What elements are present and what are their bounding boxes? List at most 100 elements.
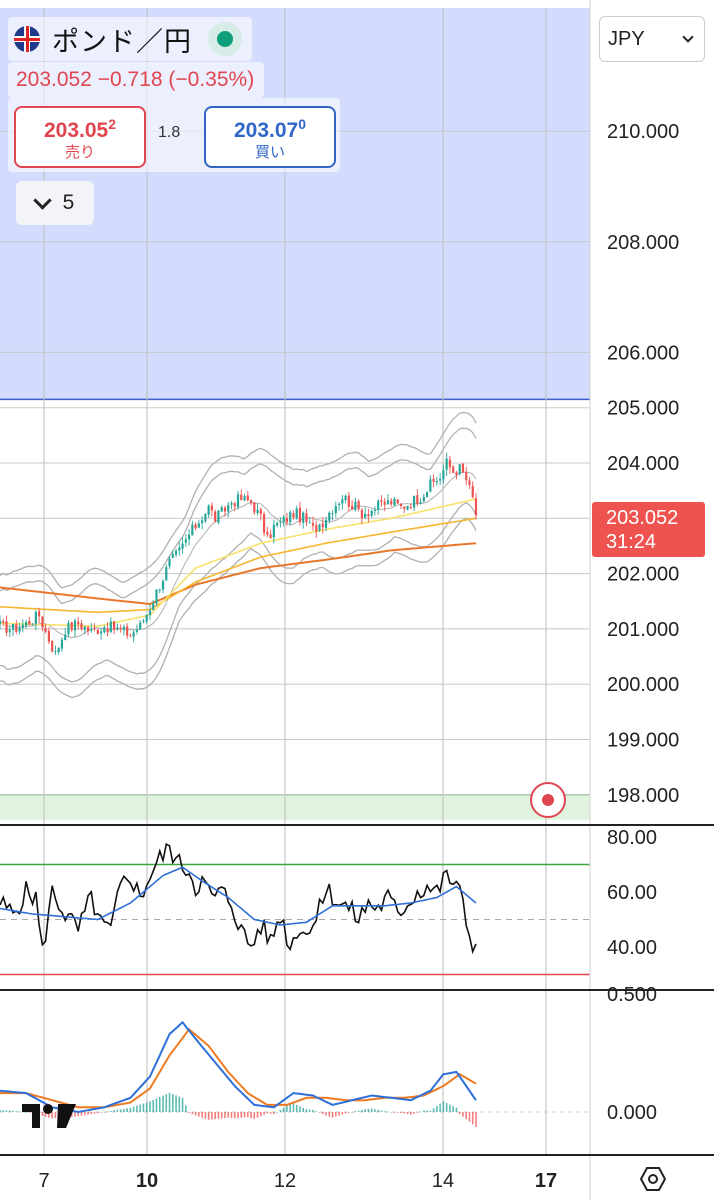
candle-body[interactable] — [298, 507, 302, 523]
candle-body[interactable] — [383, 501, 386, 505]
candle-body[interactable] — [174, 550, 178, 555]
candle-body[interactable] — [289, 512, 292, 523]
candle-body[interactable] — [334, 505, 337, 514]
candle-body[interactable] — [315, 525, 318, 532]
candle-body[interactable] — [51, 641, 54, 652]
candle-body[interactable] — [367, 514, 370, 517]
candle-body[interactable] — [373, 509, 377, 511]
candle-body[interactable] — [47, 630, 51, 642]
candle-body[interactable] — [165, 567, 168, 581]
candle-body[interactable] — [18, 627, 21, 632]
candle-body[interactable] — [409, 506, 412, 508]
candle-body[interactable] — [41, 616, 44, 628]
candle-body[interactable] — [64, 634, 67, 641]
candle-body[interactable] — [116, 627, 119, 629]
currency-select[interactable]: JPY — [599, 16, 705, 62]
candle-body[interactable] — [344, 496, 347, 501]
candle-body[interactable] — [90, 629, 93, 631]
candle-body[interactable] — [311, 523, 315, 526]
candle-body[interactable] — [279, 521, 282, 523]
candle-body[interactable] — [425, 491, 429, 498]
candle-body[interactable] — [168, 558, 171, 567]
candle-body[interactable] — [351, 505, 354, 510]
candle-body[interactable] — [419, 502, 422, 504]
indicator-toggle-button[interactable]: 5 — [16, 181, 94, 225]
candle-body[interactable] — [194, 524, 197, 529]
candle-body[interactable] — [181, 543, 184, 549]
candle-body[interactable] — [331, 513, 334, 515]
rsi-pane[interactable] — [0, 843, 590, 976]
candle-body[interactable] — [96, 630, 99, 634]
candle-body[interactable] — [272, 524, 275, 538]
candle-body[interactable] — [230, 503, 233, 505]
candle-body[interactable] — [396, 499, 399, 504]
candle-body[interactable] — [77, 621, 80, 625]
symbol-header[interactable]: ポンド／円 — [8, 17, 252, 61]
candle-body[interactable] — [386, 500, 390, 505]
candle-body[interactable] — [360, 509, 363, 519]
buy-button[interactable]: 203.070 買い — [204, 106, 336, 168]
tradingview-logo-icon[interactable] — [22, 1100, 80, 1130]
candle-body[interactable] — [474, 498, 478, 516]
candle-body[interactable] — [305, 513, 308, 523]
candle-body[interactable] — [38, 610, 41, 617]
candle-body[interactable] — [403, 506, 406, 509]
candle-body[interactable] — [227, 504, 230, 512]
candle-body[interactable] — [233, 503, 236, 507]
candle-body[interactable] — [109, 621, 112, 632]
candle-body[interactable] — [324, 519, 328, 528]
candle-body[interactable] — [191, 524, 194, 536]
candle-body[interactable] — [321, 523, 324, 528]
candle-body[interactable] — [377, 500, 380, 510]
candle-body[interactable] — [380, 500, 383, 502]
candle-body[interactable] — [197, 523, 200, 528]
candle-body[interactable] — [341, 499, 344, 504]
candle-body[interactable] — [262, 514, 266, 533]
candle-body[interactable] — [201, 520, 204, 524]
candle-body[interactable] — [461, 463, 465, 473]
candle-body[interactable] — [171, 553, 174, 558]
candle-body[interactable] — [86, 627, 90, 632]
candle-body[interactable] — [80, 623, 83, 630]
candle-body[interactable] — [471, 485, 474, 498]
candle-body[interactable] — [282, 517, 285, 522]
candle-body[interactable] — [328, 512, 331, 521]
candle-body[interactable] — [2, 621, 5, 623]
candle-body[interactable] — [220, 507, 223, 512]
candle-body[interactable] — [465, 472, 468, 481]
candle-body[interactable] — [468, 480, 471, 485]
candle-body[interactable] — [347, 495, 350, 507]
candle-body[interactable] — [429, 479, 432, 492]
candle-body[interactable] — [214, 511, 217, 522]
candle-body[interactable] — [204, 513, 207, 522]
candle-body[interactable] — [422, 496, 425, 502]
candle-body[interactable] — [455, 472, 458, 476]
candle-body[interactable] — [240, 494, 243, 501]
candle-body[interactable] — [295, 508, 298, 519]
candle-body[interactable] — [21, 624, 24, 628]
candle-body[interactable] — [129, 635, 132, 637]
candle-body[interactable] — [445, 458, 448, 470]
price-alert-icon[interactable] — [530, 782, 566, 818]
candle-body[interactable] — [210, 505, 214, 511]
candle-body[interactable] — [152, 603, 155, 611]
price-pane[interactable] — [0, 8, 590, 1155]
candle-body[interactable] — [155, 589, 158, 604]
candle-body[interactable] — [24, 621, 28, 626]
candle-body[interactable] — [412, 495, 416, 508]
candle-body[interactable] — [439, 478, 442, 481]
candle-body[interactable] — [187, 534, 191, 540]
candle-body[interactable] — [432, 478, 435, 482]
candle-body[interactable] — [318, 524, 321, 531]
candle-body[interactable] — [452, 466, 455, 473]
candle-body[interactable] — [73, 620, 77, 631]
candle-body[interactable] — [370, 510, 373, 516]
candle-body[interactable] — [354, 501, 357, 510]
candle-body[interactable] — [178, 547, 181, 551]
candle-body[interactable] — [184, 539, 187, 543]
candle-body[interactable] — [139, 622, 142, 630]
candle-body[interactable] — [292, 513, 295, 518]
candle-body[interactable] — [253, 502, 256, 513]
candle-body[interactable] — [406, 505, 409, 510]
